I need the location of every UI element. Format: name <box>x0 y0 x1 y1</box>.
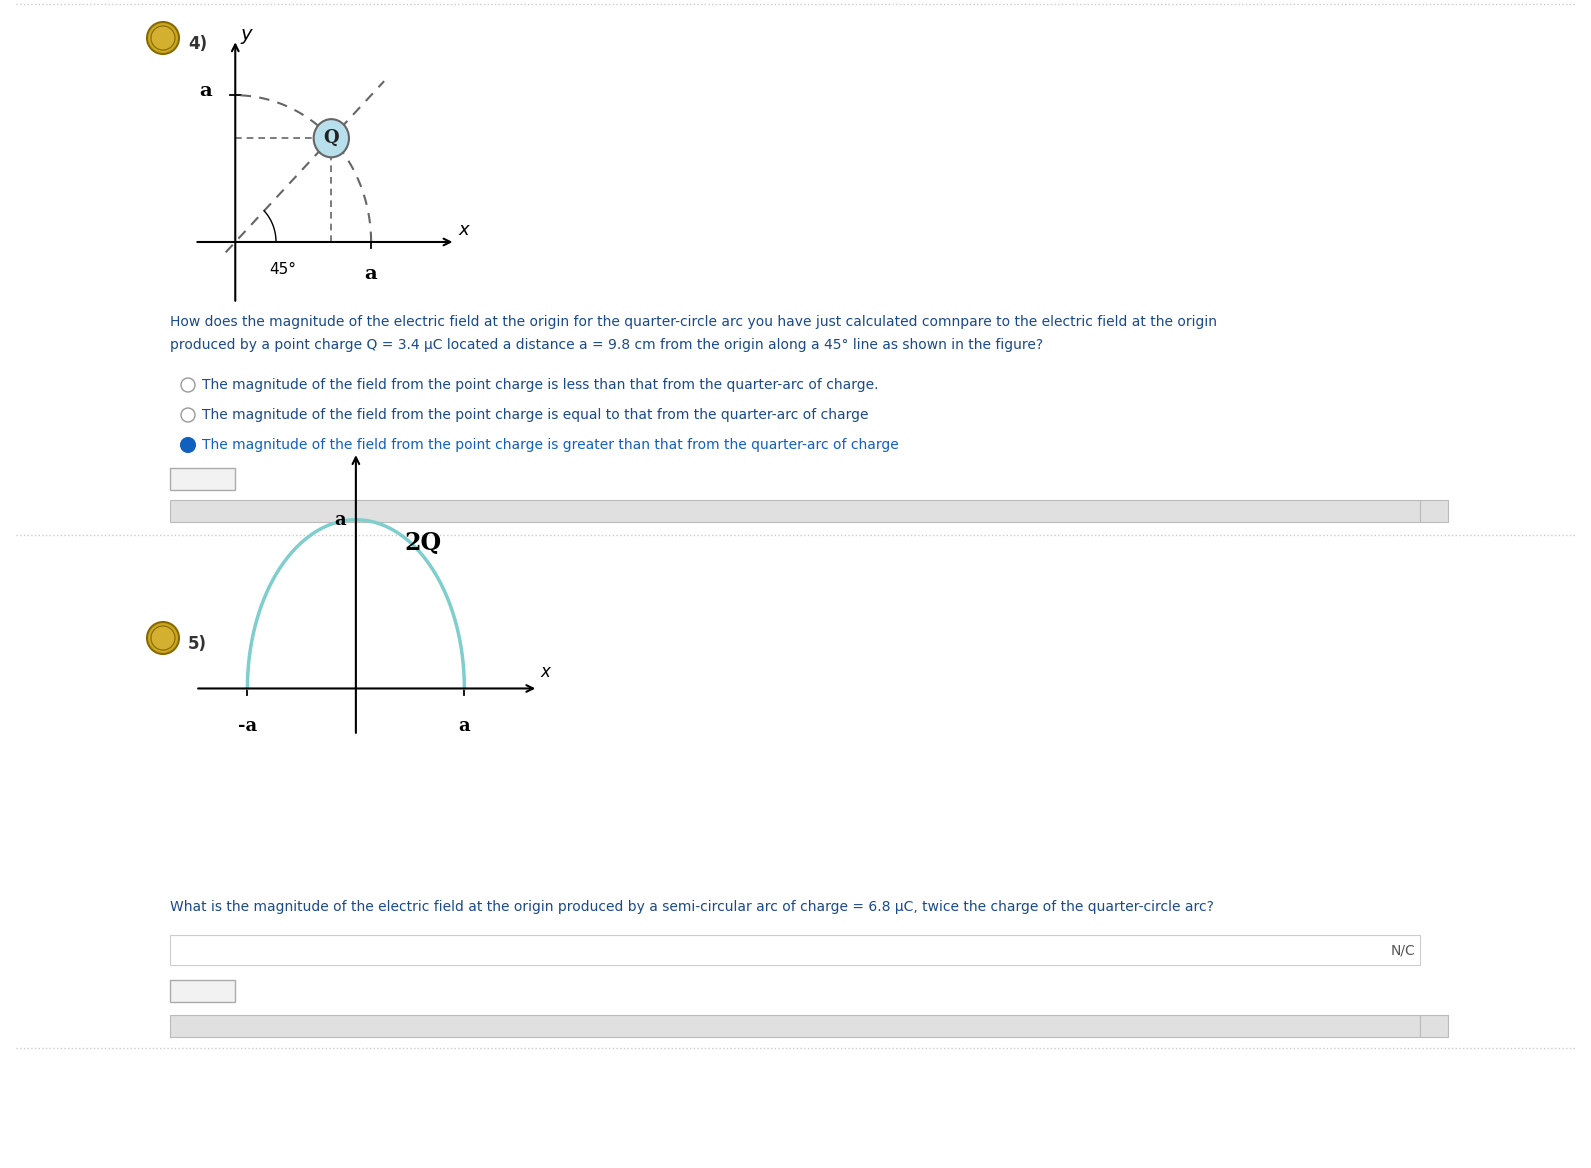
Text: a: a <box>199 82 212 99</box>
FancyBboxPatch shape <box>170 980 235 1002</box>
Circle shape <box>151 626 175 651</box>
Text: 4): 4) <box>188 35 207 53</box>
Bar <box>170 1015 1421 1037</box>
Bar <box>1421 1015 1448 1037</box>
Text: +: + <box>1427 503 1440 519</box>
Text: -a: -a <box>237 717 258 735</box>
Circle shape <box>181 378 196 392</box>
Text: The magnitude of the field from the point charge is equal to that from the quart: The magnitude of the field from the poin… <box>202 408 869 422</box>
Text: a: a <box>364 265 377 284</box>
Circle shape <box>313 119 348 158</box>
Text: How does the magnitude of the electric field at the origin for the quarter-circl: How does the magnitude of the electric f… <box>170 315 1217 329</box>
Text: x: x <box>541 662 550 681</box>
Text: Submit: Submit <box>177 472 226 486</box>
Text: 45°: 45° <box>269 263 296 277</box>
Circle shape <box>151 26 175 50</box>
Text: a: a <box>458 717 471 735</box>
Text: N/C: N/C <box>1391 943 1414 957</box>
Text: +: + <box>1427 1018 1440 1034</box>
FancyBboxPatch shape <box>170 468 235 491</box>
Text: a: a <box>334 510 345 529</box>
Bar <box>1421 500 1448 522</box>
Text: produced by a point charge Q = 3.4 μC located a distance a = 9.8 cm from the ori: produced by a point charge Q = 3.4 μC lo… <box>170 338 1044 352</box>
Text: y: y <box>240 25 253 44</box>
Circle shape <box>146 623 180 654</box>
Text: Submit: Submit <box>177 983 226 997</box>
Circle shape <box>181 408 196 422</box>
Text: What is the magnitude of the electric field at the origin produced by a semi-cir: What is the magnitude of the electric fi… <box>170 901 1214 915</box>
Bar <box>170 500 1421 522</box>
Text: 2Q: 2Q <box>404 531 442 555</box>
Circle shape <box>146 22 180 54</box>
Bar <box>170 936 1421 965</box>
Text: x: x <box>458 221 469 238</box>
Text: The magnitude of the field from the point charge is greater than that from the q: The magnitude of the field from the poin… <box>202 438 899 452</box>
Text: Q: Q <box>323 130 339 147</box>
Text: The magnitude of the field from the point charge is less than that from the quar: The magnitude of the field from the poin… <box>202 378 878 392</box>
Text: 5): 5) <box>188 635 207 653</box>
Circle shape <box>181 438 196 452</box>
